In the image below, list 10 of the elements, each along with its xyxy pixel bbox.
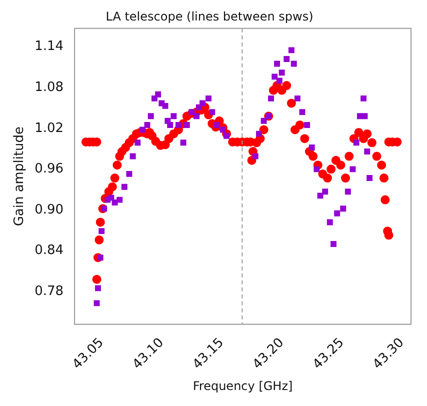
y-tick-label: 0.90: [34, 202, 64, 218]
y-tick-label: 1.02: [34, 120, 64, 136]
y-tick-label: 1.14: [34, 39, 64, 54]
y-tick-label: 0.96: [34, 162, 64, 177]
chart-title: LA telescope (lines between spws): [106, 9, 314, 24]
y-tick-label: 0.78: [34, 284, 64, 299]
y-axis-title: Gain amplitude: [12, 126, 28, 226]
x-axis-title: Frequency [GHz]: [192, 378, 293, 393]
y-tick-label: 1.08: [34, 80, 64, 95]
y-tick-label: 0.84: [34, 243, 64, 258]
